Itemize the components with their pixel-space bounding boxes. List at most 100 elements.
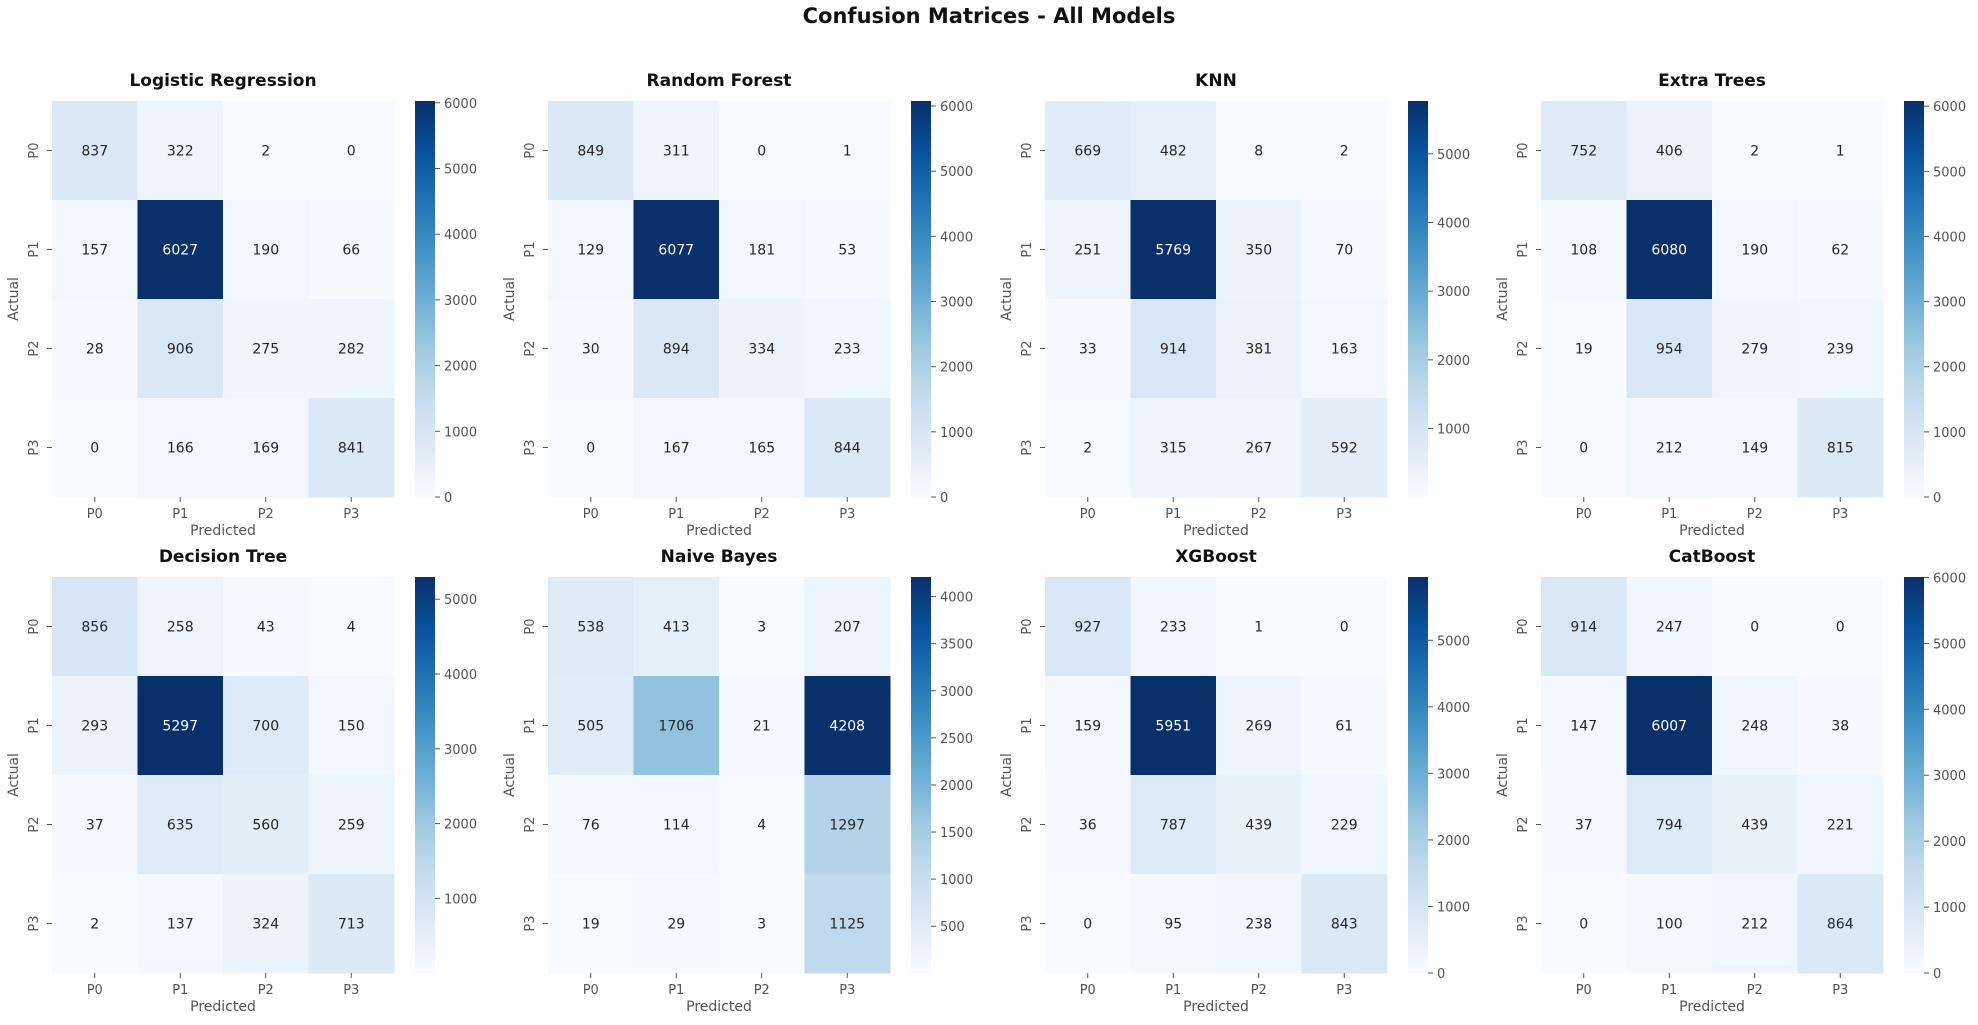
heatmap-cell <box>1626 101 1713 201</box>
colorbar-tick-label: 3000 <box>444 294 477 309</box>
heatmap-cell <box>1216 101 1302 201</box>
heatmap-cell <box>719 200 805 300</box>
cell-value: 95 <box>1164 917 1182 933</box>
heatmap-cell <box>548 200 634 300</box>
y-tick-label: P1 <box>523 717 538 733</box>
x-axis-label: Predicted <box>190 523 256 539</box>
cell-value: 108 <box>1570 243 1597 259</box>
panel-title: XGBoost <box>1175 547 1257 567</box>
cell-value: 29 <box>667 917 685 933</box>
heatmap-cell <box>308 775 395 875</box>
cell-value: 229 <box>1331 818 1358 834</box>
heatmap-cell <box>1301 874 1388 974</box>
heatmap-cell <box>633 299 720 399</box>
cell-value: 1 <box>1836 144 1845 160</box>
heatmap-cell <box>1797 874 1884 974</box>
colorbar <box>911 101 931 497</box>
colorbar-tick-label: 0 <box>1933 491 1941 506</box>
colorbar-tick-label: 1000 <box>1933 901 1966 916</box>
cell-value: 713 <box>338 917 365 933</box>
x-tick-label: P3 <box>1336 507 1352 522</box>
y-axis-label: Actual <box>1495 277 1511 321</box>
heatmap-cell <box>804 874 891 974</box>
y-tick-label: P2 <box>1516 340 1531 356</box>
cell-value: 275 <box>252 342 279 358</box>
y-axis-label: Actual <box>999 753 1015 797</box>
cell-value: 334 <box>748 342 775 358</box>
cell-value: 6027 <box>162 243 198 259</box>
x-tick-label: P0 <box>583 507 599 522</box>
cell-value: 0 <box>586 441 595 457</box>
heatmap-cell <box>1045 200 1131 300</box>
heatmap-cell <box>633 398 720 498</box>
cell-value: 207 <box>834 620 861 636</box>
y-tick-label: P0 <box>1020 618 1035 634</box>
heatmap-cell <box>804 101 891 201</box>
heatmap-cell <box>1797 775 1884 875</box>
heatmap-cell <box>223 775 309 875</box>
heatmap-cell <box>137 101 224 201</box>
cell-value: 413 <box>663 620 690 636</box>
heatmap-cell <box>1216 200 1302 300</box>
cell-value: 221 <box>1827 818 1854 834</box>
cell-value: 21 <box>753 719 771 735</box>
cell-value: 914 <box>1160 342 1187 358</box>
heatmap-cell <box>308 398 395 498</box>
cell-value: 0 <box>1750 620 1759 636</box>
x-tick-label: P2 <box>1251 507 1267 522</box>
cell-value: 2 <box>1083 441 1092 457</box>
heatmap-cell <box>137 577 224 677</box>
heatmap-cell <box>719 398 805 498</box>
x-tick-label: P3 <box>839 507 855 522</box>
heatmap-cell <box>52 101 138 201</box>
colorbar-tick-label: 2000 <box>444 818 477 833</box>
cell-value: 0 <box>1579 917 1588 933</box>
cell-value: 181 <box>748 243 775 259</box>
colorbar <box>1904 577 1924 973</box>
cell-value: 0 <box>757 144 766 160</box>
heatmap-cell <box>1301 398 1388 498</box>
heatmap-cell <box>804 299 891 399</box>
cell-value: 43 <box>257 620 275 636</box>
heatmap-cell <box>52 299 138 399</box>
y-tick-label: P1 <box>1516 241 1531 257</box>
cell-value: 1125 <box>829 917 865 933</box>
x-axis-label: Predicted <box>686 999 752 1015</box>
cell-value: 165 <box>748 441 775 457</box>
cell-value: 4 <box>757 818 766 834</box>
x-tick-label: P3 <box>1336 983 1352 998</box>
cell-value: 906 <box>167 342 194 358</box>
panel-title: Extra Trees <box>1658 71 1766 91</box>
colorbar-tick-label: 500 <box>940 920 965 935</box>
heatmap-cell <box>1797 676 1884 776</box>
heatmap-cell <box>223 101 309 201</box>
cell-value: 635 <box>167 818 194 834</box>
cell-value: 248 <box>1741 719 1768 735</box>
heatmap-cell <box>1130 398 1217 498</box>
y-tick-label: P3 <box>523 915 538 931</box>
heatmap-cell <box>719 299 805 399</box>
colorbar-tick-label: 2000 <box>1437 354 1470 369</box>
cell-value: 560 <box>252 818 279 834</box>
colorbar <box>1408 101 1428 497</box>
colorbar-tick-label: 6000 <box>940 100 973 115</box>
heatmap-cell <box>308 200 395 300</box>
cell-value: 33 <box>1079 342 1097 358</box>
cell-value: 894 <box>663 342 690 358</box>
heatmap-cell <box>1301 577 1388 677</box>
cell-value: 37 <box>86 818 104 834</box>
y-tick-label: P0 <box>523 618 538 634</box>
x-tick-label: P1 <box>1165 507 1181 522</box>
heatmap-cell <box>1130 299 1217 399</box>
cell-value: 212 <box>1656 441 1683 457</box>
colorbar-tick-label: 6000 <box>1933 571 1966 586</box>
colorbar-tick-label: 2000 <box>1933 835 1966 850</box>
figure-title: Confusion Matrices - All Models <box>802 4 1176 28</box>
y-axis-label: Actual <box>502 753 518 797</box>
y-axis-label: Actual <box>999 277 1015 321</box>
cell-value: 4208 <box>829 719 865 735</box>
x-tick-label: P0 <box>1576 507 1592 522</box>
cell-value: 350 <box>1245 243 1272 259</box>
colorbar-tick-label: 5000 <box>1437 634 1470 649</box>
heatmap-cell <box>1797 101 1884 201</box>
